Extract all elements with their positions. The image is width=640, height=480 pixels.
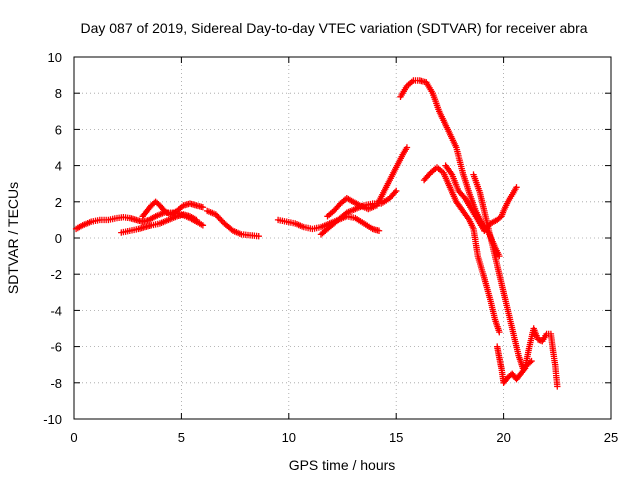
data-points bbox=[72, 77, 561, 390]
axis-ticks: 0 5 10 15 20 25 -10 -8 -6 -4 -2 0 2 4 6 8 10 bbox=[43, 50, 618, 445]
series-markers bbox=[139, 198, 207, 220]
y-tick-label: 0 bbox=[55, 231, 62, 246]
y-tick-label: 8 bbox=[55, 86, 62, 101]
series-markers bbox=[204, 207, 262, 240]
x-tick-label: 25 bbox=[604, 430, 618, 445]
x-tick-label: 15 bbox=[389, 430, 403, 445]
series-markers bbox=[324, 144, 411, 220]
y-tick-label: 6 bbox=[55, 122, 62, 137]
series-markers bbox=[118, 211, 200, 236]
y-tick-label: 10 bbox=[48, 50, 62, 65]
y-tick-label: 2 bbox=[55, 195, 62, 210]
series-10 bbox=[442, 162, 520, 234]
series-markers bbox=[470, 171, 535, 372]
series-markers bbox=[420, 164, 503, 336]
series-12 bbox=[494, 325, 561, 390]
series-9 bbox=[420, 164, 503, 336]
y-tick-label: -10 bbox=[43, 412, 62, 427]
y-tick-label: -8 bbox=[50, 376, 62, 391]
series-markers bbox=[494, 325, 561, 390]
y-tick-label: -2 bbox=[50, 267, 62, 282]
y-tick-label: -4 bbox=[50, 303, 62, 318]
x-tick-label: 5 bbox=[178, 430, 185, 445]
x-tick-label: 0 bbox=[70, 430, 77, 445]
series-2 bbox=[118, 211, 200, 236]
series-11 bbox=[470, 171, 535, 372]
chart-title: Day 087 of 2019, Sidereal Day-to-day VTE… bbox=[80, 20, 587, 36]
series-markers bbox=[442, 162, 520, 234]
y-tick-label: 4 bbox=[55, 159, 62, 174]
y-axis-label: SDTVAR / TECUs bbox=[5, 182, 21, 294]
x-axis-label: GPS time / hours bbox=[289, 457, 396, 473]
x-tick-label: 10 bbox=[282, 430, 296, 445]
x-tick-label: 20 bbox=[496, 430, 510, 445]
y-tick-label: -6 bbox=[50, 340, 62, 355]
series-3 bbox=[139, 198, 207, 220]
series-4 bbox=[204, 207, 262, 240]
series-7 bbox=[324, 144, 411, 220]
